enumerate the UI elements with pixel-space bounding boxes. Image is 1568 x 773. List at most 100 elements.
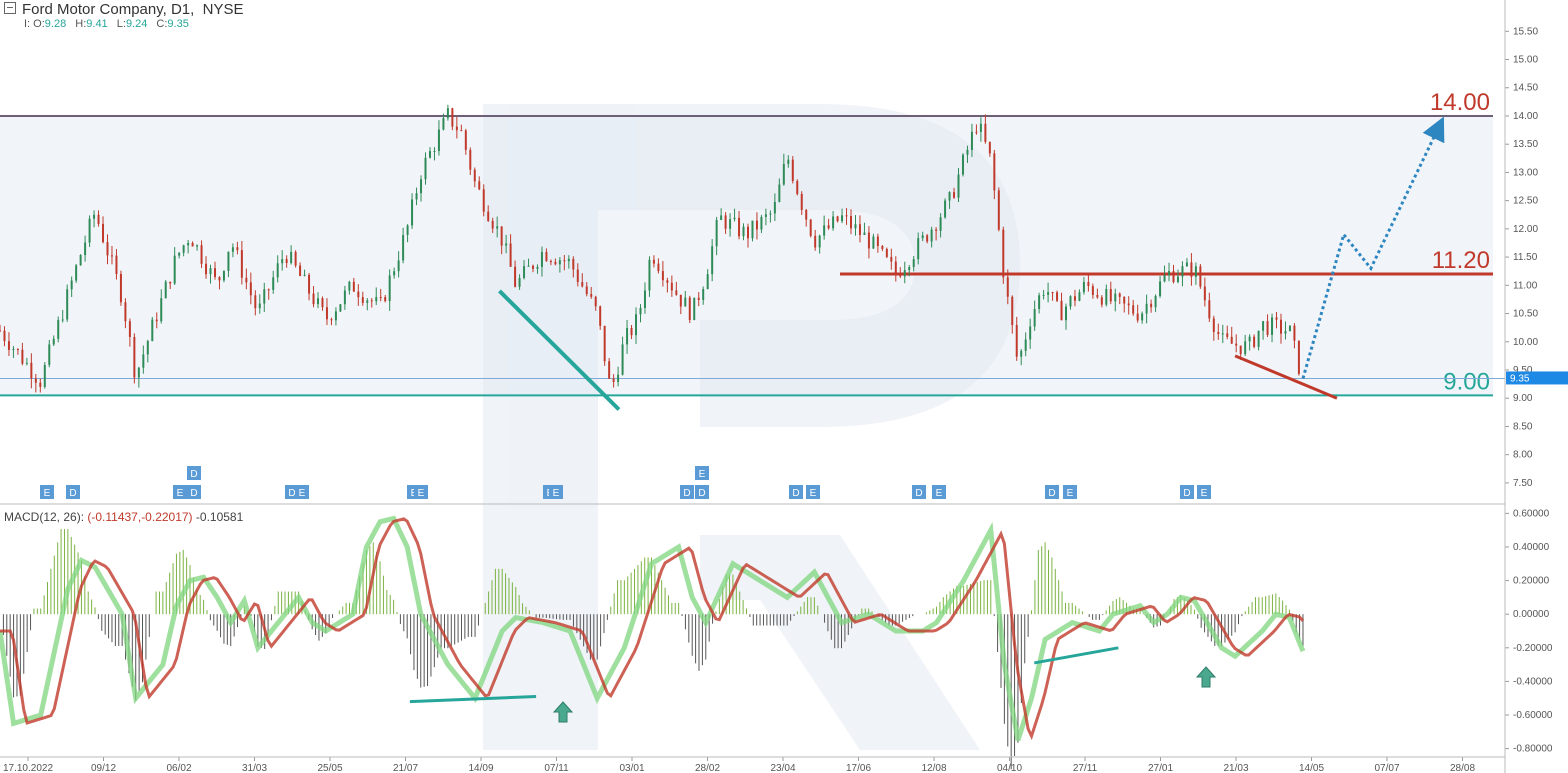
candle-body — [1105, 288, 1108, 305]
candle-body — [1168, 271, 1171, 276]
collapse-icon[interactable] — [4, 2, 16, 15]
candle-body — [988, 141, 991, 154]
candle-body — [142, 354, 145, 368]
event-marker — [695, 485, 709, 499]
descending-wedge-line — [1234, 354, 1338, 400]
candle-body — [178, 252, 181, 256]
candle-body — [984, 123, 987, 142]
candle-body — [764, 214, 767, 217]
candle-body — [119, 273, 122, 303]
candle-body — [491, 220, 494, 229]
candle-body — [854, 224, 857, 229]
time-axis-tick-label: 12/08 — [921, 763, 946, 773]
event-marker-label: E — [699, 469, 706, 480]
candle-body — [482, 189, 485, 212]
candle-body — [370, 300, 373, 302]
candle-body — [213, 268, 216, 277]
candle-body — [1194, 266, 1197, 277]
candle-body — [845, 215, 848, 217]
candle-body — [500, 226, 503, 246]
candle-body — [1029, 326, 1032, 340]
candle-body — [532, 265, 535, 269]
candle-body — [970, 131, 973, 150]
candle-body — [357, 291, 360, 298]
candle-body — [1172, 271, 1175, 283]
candle-body — [563, 260, 566, 262]
candle-body — [1262, 321, 1265, 331]
candle-body — [308, 274, 311, 294]
candle-body — [773, 201, 776, 214]
candle-body — [733, 217, 736, 220]
candle-body — [751, 220, 754, 239]
event-marker-label: D — [288, 488, 295, 499]
candle-body — [7, 341, 10, 350]
candle-body — [885, 248, 888, 257]
candle-body — [836, 216, 839, 222]
candle-body — [850, 216, 853, 229]
macd-legend: MACD(12, 26): (-0.11437,-0.22017) -0.105… — [4, 510, 243, 524]
candle-body — [330, 319, 333, 321]
low-label: L: — [116, 18, 126, 30]
close-value: 9.35 — [167, 18, 189, 30]
candle-body — [760, 216, 763, 230]
time-axis-tick-label: 28/02 — [695, 763, 720, 773]
candle-body — [652, 259, 655, 264]
candle-body — [0, 330, 1, 332]
candle-body — [455, 126, 458, 131]
candle-body — [478, 181, 481, 190]
candle-body — [317, 298, 320, 305]
candle-body — [590, 294, 593, 297]
candle-body — [688, 297, 691, 321]
candle-body — [697, 297, 700, 300]
candle-body — [1087, 282, 1090, 287]
price-axis-tick-label: 9.00 — [1513, 393, 1533, 404]
candle-body — [1212, 318, 1215, 332]
candle-body — [800, 193, 803, 210]
candle-body — [303, 274, 306, 276]
candle-body — [1284, 331, 1287, 334]
candle-body — [57, 320, 60, 339]
candle-body — [809, 219, 812, 236]
candle-body — [926, 235, 929, 242]
candle-body — [1248, 336, 1251, 342]
candle-body — [841, 215, 844, 222]
candle-body — [93, 214, 96, 219]
event-marker — [912, 485, 926, 499]
time-axis-tick-label: 31/03 — [242, 763, 267, 773]
timeframe[interactable]: D1 — [170, 1, 191, 18]
candle-body — [1293, 325, 1296, 341]
candle-body — [823, 225, 826, 236]
candle-body — [796, 180, 799, 194]
candle-body — [1051, 292, 1054, 294]
candle-body — [930, 229, 933, 242]
candle-body — [558, 260, 561, 265]
candle-body — [1078, 292, 1081, 301]
candle-body — [16, 349, 19, 351]
event-marker-label: D — [683, 488, 690, 499]
candle-body — [406, 225, 409, 235]
candle-body — [755, 220, 758, 230]
candle-body — [52, 338, 55, 345]
candle-body — [451, 108, 454, 127]
candle-body — [1073, 296, 1076, 301]
event-marker — [414, 485, 428, 499]
candle-body — [1217, 331, 1220, 335]
time-axis-tick-label: 14/09 — [468, 763, 493, 773]
chart-title: Ford Motor Company, D1, NYSE — [4, 1, 244, 18]
candle-body — [196, 245, 199, 247]
candle-body — [805, 209, 808, 220]
time-axis-tick-label: 23/04 — [770, 763, 795, 773]
candle-body — [935, 229, 938, 231]
candle-body — [876, 236, 879, 247]
event-marker-label: E — [553, 488, 560, 499]
candle-body — [352, 281, 355, 292]
price-axis-tick-label: 12.00 — [1513, 224, 1538, 235]
buy-signal-arrow — [1195, 666, 1217, 688]
candle-body — [827, 225, 830, 229]
candle-body — [1006, 277, 1009, 297]
candle-body — [858, 224, 861, 235]
candle-body — [110, 255, 113, 257]
candle-body — [97, 214, 100, 224]
event-marker-label: D — [792, 488, 799, 499]
